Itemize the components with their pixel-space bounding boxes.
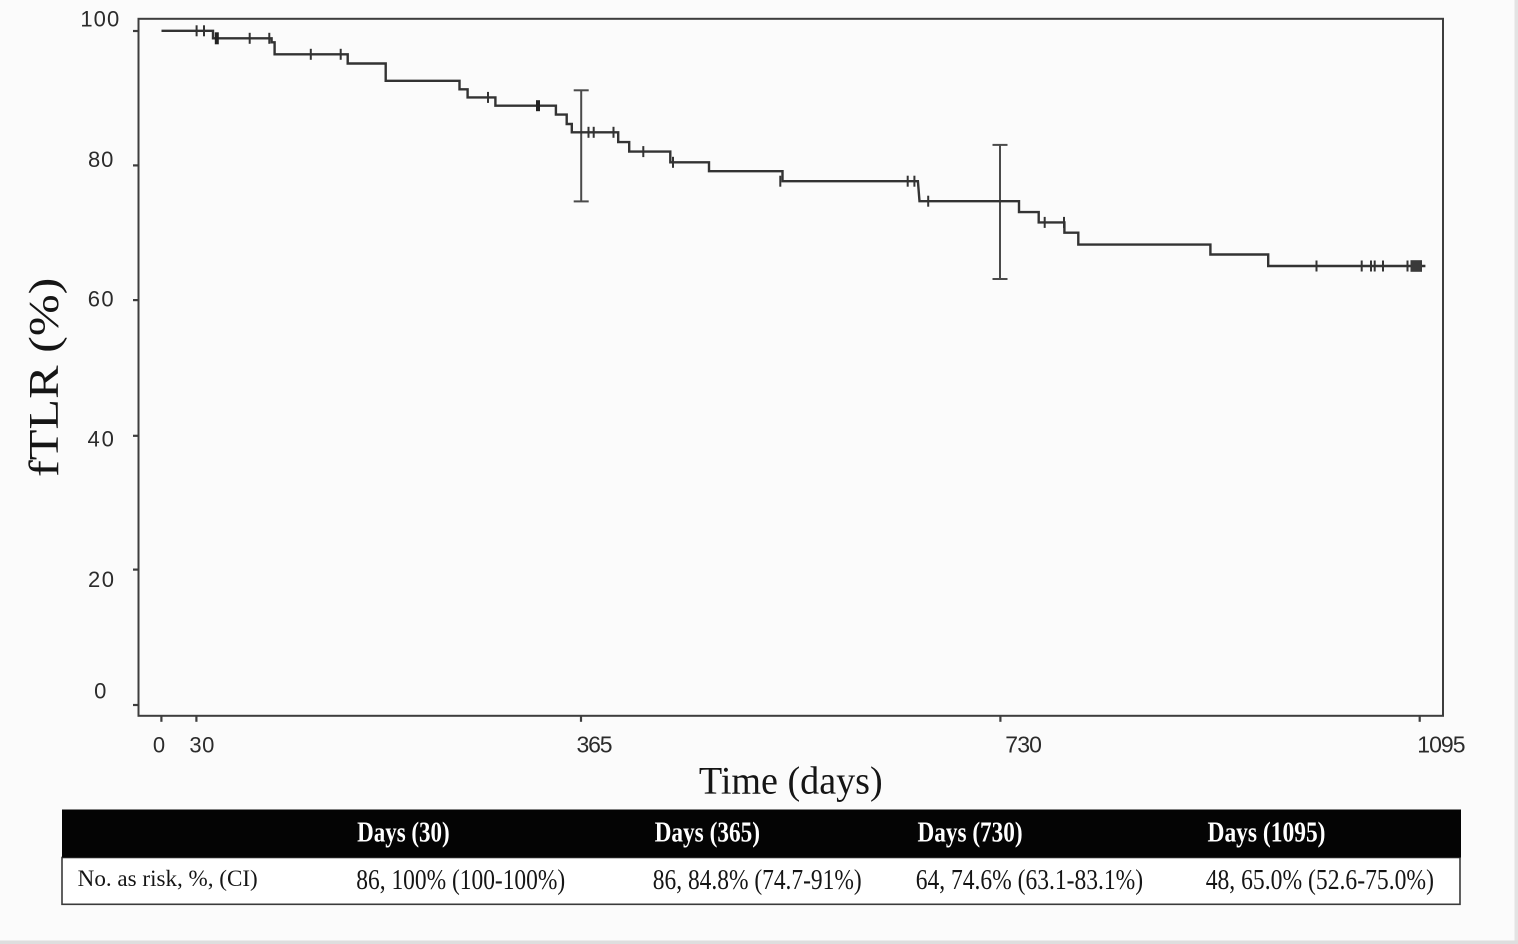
svg-text:1095: 1095 xyxy=(1417,732,1465,758)
svg-text:365: 365 xyxy=(576,732,612,758)
svg-text:0: 0 xyxy=(94,679,106,704)
svg-text:64, 74.6% (63.1-83.1%): 64, 74.6% (63.1-83.1%) xyxy=(916,865,1143,896)
svg-text:40: 40 xyxy=(88,427,114,452)
svg-text:80: 80 xyxy=(88,147,113,172)
svg-text:100: 100 xyxy=(80,7,119,32)
svg-text:20: 20 xyxy=(88,567,114,592)
svg-text:86, 100% (100-100%): 86, 100% (100-100%) xyxy=(356,865,565,896)
svg-text:Days (365): Days (365) xyxy=(655,817,760,849)
svg-text:Days (1095): Days (1095) xyxy=(1208,817,1326,849)
svg-text:30: 30 xyxy=(189,733,214,758)
svg-text:No. as risk, %, (CI): No. as risk, %, (CI) xyxy=(78,866,258,891)
svg-text:730: 730 xyxy=(1005,732,1042,758)
svg-text:fTLR (%): fTLR (%) xyxy=(22,278,68,477)
svg-text:0: 0 xyxy=(153,733,165,758)
svg-text:48, 65.0% (52.6-75.0%): 48, 65.0% (52.6-75.0%) xyxy=(1206,865,1434,896)
svg-text:Days (30): Days (30) xyxy=(357,817,450,849)
svg-text:Days (730): Days (730) xyxy=(918,817,1023,849)
svg-text:60: 60 xyxy=(88,287,114,312)
svg-text:86, 84.8% (74.7-91%): 86, 84.8% (74.7-91%) xyxy=(653,865,862,896)
svg-text:Time (days): Time (days) xyxy=(699,760,883,803)
